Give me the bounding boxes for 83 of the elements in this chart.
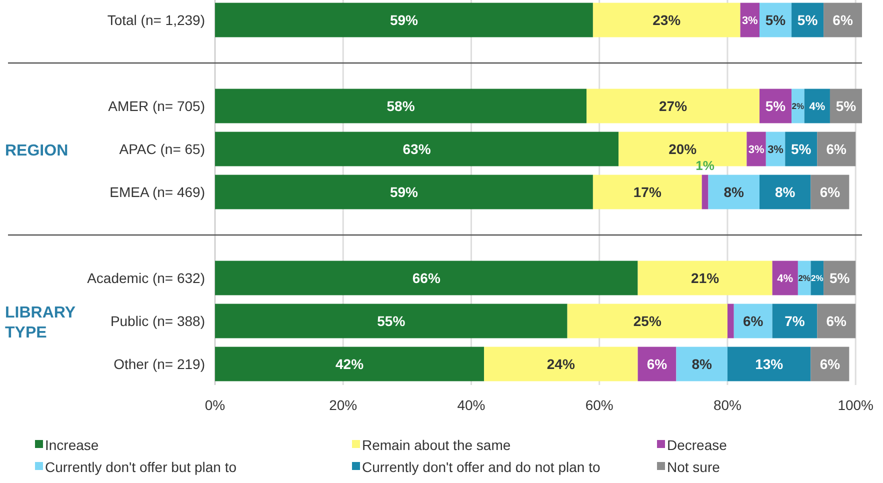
- y-tick-label: Other (n= 219): [114, 356, 205, 372]
- bar: [215, 260, 638, 296]
- bar: [772, 304, 818, 338]
- legend-label: Not sure: [667, 459, 720, 475]
- data-label: 3%: [742, 14, 758, 27]
- x-tick-label: 0%: [204, 397, 226, 413]
- y-tick-label: EMEA (n= 469): [110, 184, 205, 200]
- bar: [804, 88, 830, 124]
- data-label: 5%: [791, 141, 812, 158]
- legend-label: Currently don't offer but plan to: [45, 459, 237, 475]
- data-label: 66%: [412, 270, 441, 286]
- data-label: 5%: [797, 12, 818, 28]
- data-label: 59%: [390, 184, 419, 200]
- data-label: 59%: [390, 12, 419, 28]
- data-label: 5%: [829, 270, 850, 286]
- legend-label: Increase: [45, 437, 99, 453]
- y-tick-label: APAC (n= 65): [119, 141, 205, 157]
- bar: [760, 174, 811, 210]
- data-label: 24%: [546, 356, 576, 372]
- bar: [215, 174, 593, 210]
- data-label: 4%: [777, 272, 794, 285]
- text: REGION: [5, 142, 68, 160]
- x-tick-label: 60%: [585, 397, 614, 413]
- bar: [734, 304, 772, 338]
- x-tick-label: 20%: [329, 397, 358, 413]
- bar: [708, 174, 760, 210]
- data-label: 6%: [826, 141, 848, 158]
- x-tick-label: 40%: [457, 397, 486, 413]
- bar: [586, 88, 760, 124]
- bar: [484, 346, 638, 382]
- data-label: 13%: [755, 356, 784, 372]
- x-tick-label: 100%: [838, 397, 874, 413]
- bar: [676, 346, 728, 382]
- data-label: 6%: [742, 313, 764, 330]
- data-label: 8%: [775, 184, 796, 200]
- y-tick-label: AMER (n= 705): [108, 98, 205, 114]
- data-label: 5%: [836, 98, 857, 114]
- data-label: 6%: [832, 12, 854, 28]
- text: LIBRARY TYPE: [5, 304, 76, 342]
- data-label: 3%: [768, 144, 784, 156]
- y-tick-label: Public (n= 388): [110, 313, 205, 329]
- x-tick-label: 80%: [713, 397, 742, 413]
- legend-label: Remain about the same: [362, 437, 511, 453]
- data-label: 8%: [724, 184, 745, 200]
- data-label: 20%: [668, 141, 698, 158]
- data-label: 2%: [811, 273, 824, 284]
- data-label: 2%: [792, 101, 805, 112]
- data-label: 7%: [784, 313, 806, 330]
- data-label: 42%: [336, 356, 364, 372]
- legend-label: Decrease: [667, 437, 728, 453]
- bar: [727, 304, 734, 338]
- bar: [215, 2, 593, 38]
- data-label: 63%: [402, 141, 432, 158]
- data-label: 23%: [652, 12, 682, 28]
- y-tick-label: Total (n= 1,239): [107, 12, 205, 28]
- data-label: 6%: [826, 313, 848, 330]
- data-label: 17%: [633, 184, 662, 200]
- data-label: 5%: [765, 12, 786, 28]
- data-label: 4%: [809, 100, 826, 113]
- data-label: 55%: [377, 313, 406, 330]
- data-label: 6%: [820, 184, 841, 200]
- data-label: 25%: [633, 313, 662, 330]
- bar: [702, 174, 708, 210]
- data-label: 6%: [646, 356, 668, 372]
- bar: [727, 346, 811, 382]
- data-label: 6%: [820, 356, 841, 372]
- data-label: 8%: [692, 356, 713, 372]
- bar: [215, 88, 587, 124]
- data-label: 58%: [386, 98, 416, 114]
- legend-label: Currently don't offer and do not plan to: [362, 459, 600, 475]
- data-label: 5%: [765, 98, 786, 114]
- data-label: 21%: [691, 270, 720, 286]
- bar: [592, 2, 740, 38]
- data-label: 2%: [798, 273, 811, 284]
- y-tick-label: Academic (n= 632): [87, 270, 205, 286]
- bar: [215, 304, 568, 338]
- bar: [215, 132, 619, 166]
- bar: [638, 260, 772, 296]
- bar: [567, 304, 728, 338]
- data-label: 3%: [748, 144, 764, 156]
- bar: [215, 346, 484, 382]
- bar: [592, 174, 702, 210]
- data-label: 27%: [659, 98, 688, 114]
